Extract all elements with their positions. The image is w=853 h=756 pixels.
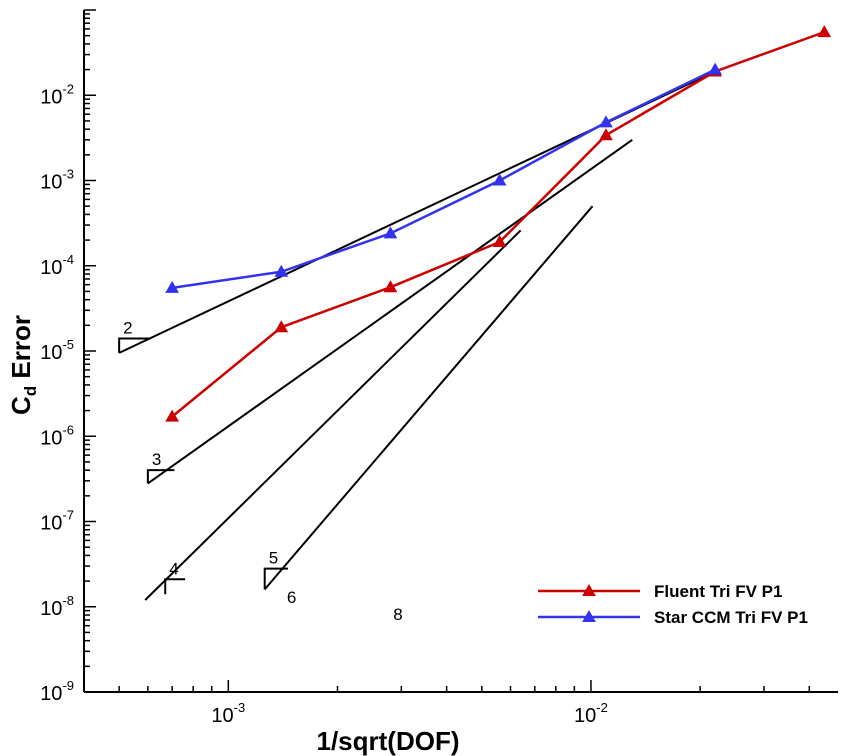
series-point-0	[165, 409, 179, 422]
slope-triangle	[118, 337, 151, 353]
series-line-1	[171, 68, 716, 290]
slope-label: 2	[123, 319, 132, 338]
y-tick-label: 10-9	[40, 678, 74, 705]
series-point-0	[817, 25, 832, 38]
series-point-0	[599, 128, 613, 141]
slope-reference-line	[144, 229, 522, 601]
series-point-1	[708, 62, 722, 75]
series-point-1	[383, 226, 398, 239]
y-tick-label: 10-4	[40, 252, 74, 279]
annotations: 68	[287, 588, 403, 624]
annotation-label: 6	[287, 588, 296, 607]
svg-text:Cd Error: Cd Error	[6, 315, 40, 415]
slope-reference-line	[147, 139, 633, 485]
slope-reference-line	[263, 205, 594, 590]
legend: Fluent Tri FV P1 Star CCM Tri FV P1	[538, 582, 808, 627]
annotation-label: 8	[393, 605, 402, 624]
series-line-0	[171, 30, 825, 418]
series-point-1	[599, 115, 613, 128]
x-tick-label: 10-3	[211, 700, 245, 727]
y-tick-label: 10-3	[40, 167, 74, 194]
y-tick-label: 10-6	[40, 422, 74, 449]
plot-axes: 10-9 10-8 10-7 10-6 10-5 10-4 10-3 10-2 10-3 10-2	[40, 9, 838, 727]
legend-entry-1: Star CCM Tri FV P1	[654, 608, 808, 627]
x-axis-title: 1/sqrt(DOF)	[317, 726, 460, 756]
legend-entry-0: Fluent Tri FV P1	[654, 582, 782, 601]
slope-label: 4	[169, 559, 178, 578]
series-point-0	[492, 234, 507, 247]
legend-marker-0	[582, 583, 596, 596]
y-axis-title-rest: Error	[6, 315, 36, 386]
series-point-1	[274, 264, 289, 277]
series-point-0	[383, 280, 398, 293]
slope-triangle	[164, 578, 186, 595]
series-point-1	[165, 280, 179, 293]
data-series	[165, 25, 832, 422]
slope-triangle	[146, 469, 175, 484]
x-tick-label: 10-2	[574, 700, 608, 727]
series-point-0	[274, 320, 289, 333]
legend-marker-1	[582, 609, 596, 622]
reference-slope-lines: 2 3 4 5	[118, 70, 716, 601]
y-tick-label: 10-2	[40, 81, 74, 108]
y-tick-label: 10-8	[40, 593, 74, 620]
slope-triangle	[263, 567, 288, 590]
y-tick-label: 10-5	[40, 337, 74, 364]
y-tick-label: 10-7	[40, 508, 74, 535]
y-axis-title: Cd Error	[6, 315, 40, 415]
y-axis-title-sub: d	[21, 386, 40, 396]
series-point-1	[492, 173, 507, 186]
slope-label: 5	[269, 549, 278, 568]
y-axis-title-main: C	[6, 396, 36, 415]
slope-label: 3	[152, 450, 161, 469]
